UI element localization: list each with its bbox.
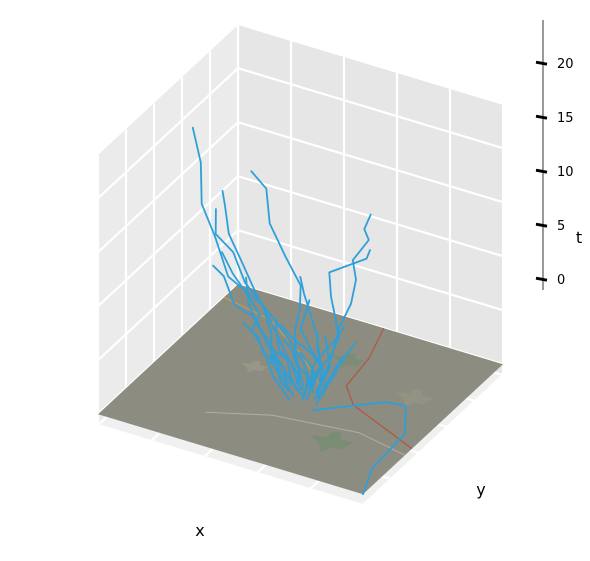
trajectory-24 [295,367,305,391]
z-tick-label-20: 20 [557,57,574,72]
z-tick-label-10: 10 [557,165,574,180]
map-patch [310,432,354,452]
map-road [345,327,413,450]
trajectory-15 [282,339,309,402]
grid-line [97,174,504,308]
map-patch [396,389,434,407]
z-axis: 0 5 10 15 20 [535,20,574,290]
trajectory-16 [310,326,345,384]
map-patch [333,353,366,369]
z-tick-label-15: 15 [557,111,574,126]
trajectory-22 [294,340,301,385]
trajectory-11 [212,264,302,391]
back-pane [238,25,503,375]
trajectory-20 [269,349,295,397]
z-axis-label: t [576,228,582,247]
trajectory-9 [245,276,303,396]
z-tick-0 [535,276,548,282]
z-tick-label-5: 5 [557,219,565,234]
grid-line [97,228,504,362]
trajectory-23 [301,371,313,398]
trajectory-13 [280,324,326,395]
z-tick-20 [535,60,548,66]
trajectory-26 [270,353,293,386]
trajectory-5 [312,401,407,496]
grid-line [362,374,504,506]
trajectory-14 [242,322,290,392]
trajectory-6 [214,208,289,387]
z-tick-5 [535,222,548,228]
grid-line [97,120,504,254]
map-road [205,411,406,456]
map-patch [241,360,269,374]
trajectory-21 [315,335,332,392]
trajectory-17 [274,318,298,391]
trajectory-7 [221,189,304,383]
z-tick-10 [535,168,548,174]
z-tick-15 [535,114,548,120]
trajectory-27 [310,333,323,380]
trajectory-25 [322,355,345,389]
grid-line [97,66,504,200]
x-axis-label: x [195,521,204,540]
trajectories [191,126,407,496]
trajectory-28 [314,371,338,406]
y-axis-label: y [476,480,485,499]
trajectory-19 [299,351,315,390]
grid-line [97,423,364,507]
z-tick-label-0: 0 [557,273,565,288]
